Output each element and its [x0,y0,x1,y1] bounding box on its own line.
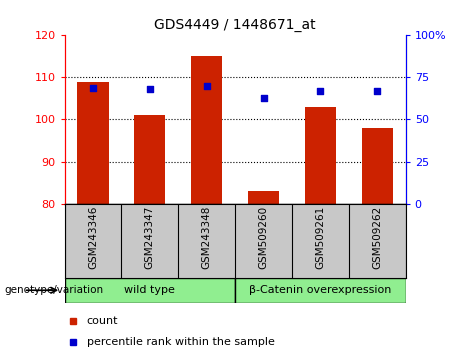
Point [317,88,324,94]
Point [146,86,154,92]
Bar [77,82,109,204]
Point [373,88,381,94]
Text: count: count [87,316,118,326]
Bar [235,278,406,303]
Text: GSM243346: GSM243346 [88,206,98,269]
Point [89,85,97,90]
Text: GSM509261: GSM509261 [315,206,325,269]
Text: percentile rank within the sample: percentile rank within the sample [87,337,275,348]
Point [260,95,267,101]
Text: β-Catenin overexpression: β-Catenin overexpression [249,285,391,295]
Bar [361,128,393,204]
Bar [305,107,336,204]
Text: GSM509262: GSM509262 [372,206,382,269]
Bar [248,191,279,204]
Bar [191,56,222,204]
Bar [65,278,235,303]
Text: genotype/variation: genotype/variation [5,285,104,295]
Text: wild type: wild type [124,285,175,295]
Text: GSM243348: GSM243348 [201,206,212,269]
Point [203,83,210,89]
Text: GSM243347: GSM243347 [145,206,155,269]
Text: GSM509260: GSM509260 [259,206,269,269]
Bar [134,115,165,204]
Title: GDS4449 / 1448671_at: GDS4449 / 1448671_at [154,18,316,32]
